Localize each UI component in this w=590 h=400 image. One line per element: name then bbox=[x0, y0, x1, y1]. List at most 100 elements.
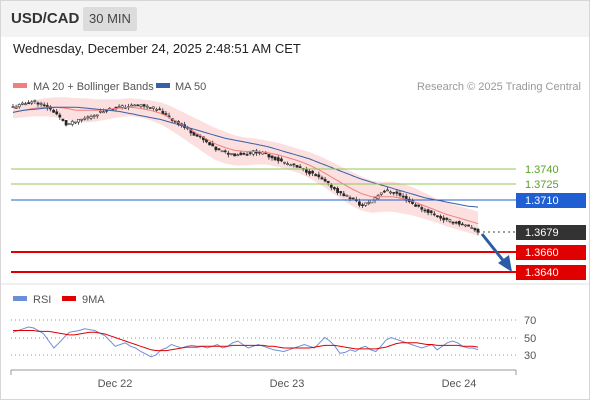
candle-body bbox=[382, 190, 386, 193]
rsi-legend-swatch bbox=[13, 296, 27, 301]
candle-body bbox=[329, 184, 333, 188]
forecast-arrow-shaft bbox=[480, 233, 508, 265]
candle-body bbox=[95, 114, 99, 117]
candle-body bbox=[58, 114, 62, 118]
candle-body bbox=[211, 143, 215, 147]
candle-body bbox=[348, 197, 352, 199]
candle-body bbox=[392, 192, 396, 194]
rsi-ma-legend-label: 9MA bbox=[82, 294, 105, 306]
candle-body bbox=[320, 177, 324, 180]
candle-body bbox=[311, 170, 315, 174]
time-tick-label: Dec 24 bbox=[442, 378, 477, 390]
candle-body bbox=[11, 106, 15, 108]
candle-body bbox=[442, 217, 446, 221]
candle-body bbox=[70, 121, 74, 125]
candle-body bbox=[326, 180, 330, 183]
candle-body bbox=[332, 187, 336, 190]
ma50-legend-label: MA 50 bbox=[175, 81, 206, 93]
candle-body bbox=[464, 224, 467, 227]
candle-body bbox=[30, 101, 34, 104]
candle-body bbox=[142, 104, 146, 107]
ma50-line bbox=[12, 106, 479, 208]
candle-body bbox=[226, 152, 230, 155]
level-tag-5 bbox=[516, 245, 586, 260]
level-tag-6 bbox=[516, 265, 586, 280]
candle-body bbox=[24, 103, 27, 105]
candle-body bbox=[130, 104, 134, 107]
timeframe-badge[interactable]: 30 MIN bbox=[83, 7, 137, 31]
candle-body bbox=[470, 227, 474, 229]
ma20-legend-label: MA 20 + Bollinger Bands bbox=[33, 81, 154, 93]
candle-body bbox=[454, 221, 458, 224]
level-tag-4 bbox=[516, 225, 586, 240]
candle-body bbox=[273, 156, 277, 161]
candle-body bbox=[152, 106, 155, 109]
candle-body bbox=[364, 202, 368, 206]
candle-body bbox=[286, 163, 290, 165]
candle-body bbox=[195, 134, 199, 137]
time-tick-label: Dec 22 bbox=[98, 378, 133, 390]
level-label-1: 1.3740 bbox=[525, 164, 559, 176]
candle-body bbox=[217, 148, 221, 150]
candle-body bbox=[295, 165, 299, 168]
candle-body bbox=[279, 158, 283, 162]
candle-body bbox=[473, 228, 477, 231]
candle-body bbox=[233, 153, 237, 157]
rsi-tick-50: 50 bbox=[524, 333, 536, 345]
candle-body bbox=[423, 209, 427, 212]
candle-body bbox=[439, 215, 443, 219]
timestamp-text: Wednesday, December 24, 2025 2:48:51 AM … bbox=[13, 41, 301, 56]
rsi-ma-line bbox=[13, 330, 479, 352]
candle-body bbox=[251, 150, 255, 155]
candle-body bbox=[448, 219, 452, 222]
candle-body bbox=[14, 106, 18, 109]
candle-body bbox=[64, 120, 68, 126]
ma20-legend-swatch bbox=[13, 83, 27, 88]
candle-body bbox=[389, 191, 393, 194]
candle-body bbox=[323, 178, 327, 182]
rsi-legend-label: RSI bbox=[33, 294, 51, 306]
candle-body bbox=[223, 150, 227, 153]
candle-body bbox=[208, 142, 212, 146]
candle-body bbox=[117, 106, 121, 108]
candle-body bbox=[86, 116, 90, 119]
candle-body bbox=[426, 209, 430, 213]
candle-body bbox=[214, 146, 218, 151]
candle-body bbox=[99, 110, 102, 113]
candle-body bbox=[370, 199, 374, 204]
candle-body bbox=[39, 103, 43, 105]
candle-body bbox=[74, 121, 77, 124]
candle-body bbox=[92, 115, 96, 117]
candle-body bbox=[417, 204, 421, 207]
candle-body bbox=[345, 195, 349, 197]
candle-body bbox=[83, 117, 87, 120]
candle-body bbox=[102, 111, 105, 114]
forecast-arrow-icon bbox=[498, 255, 512, 272]
candle-body bbox=[289, 164, 293, 167]
candle-body bbox=[230, 153, 233, 155]
symbol-title: USD/CAD bbox=[11, 10, 80, 27]
candle-body bbox=[242, 153, 246, 155]
candle-body bbox=[457, 221, 461, 225]
level-label-3: 1.3710 bbox=[525, 195, 559, 207]
candle-body bbox=[27, 102, 31, 105]
candle-body bbox=[270, 155, 274, 159]
rsi-tick-30: 30 bbox=[524, 350, 536, 362]
candle-body bbox=[435, 215, 439, 218]
candle-body bbox=[61, 118, 65, 121]
candle-body bbox=[445, 217, 449, 220]
candle-body bbox=[401, 195, 405, 198]
candle-body bbox=[245, 154, 249, 156]
candle-body bbox=[367, 202, 371, 204]
ma20-line bbox=[12, 106, 479, 225]
candle-body bbox=[336, 188, 340, 194]
candle-body bbox=[136, 104, 140, 107]
credit-text: Research © 2025 Trading Central bbox=[417, 81, 581, 93]
rsi-line bbox=[12, 326, 479, 358]
candle-body bbox=[145, 105, 149, 108]
candle-body bbox=[276, 157, 280, 162]
candle-body bbox=[133, 104, 137, 107]
candle-body bbox=[155, 109, 159, 111]
price-plot bbox=[11, 97, 480, 236]
rsi-plot bbox=[12, 326, 479, 358]
